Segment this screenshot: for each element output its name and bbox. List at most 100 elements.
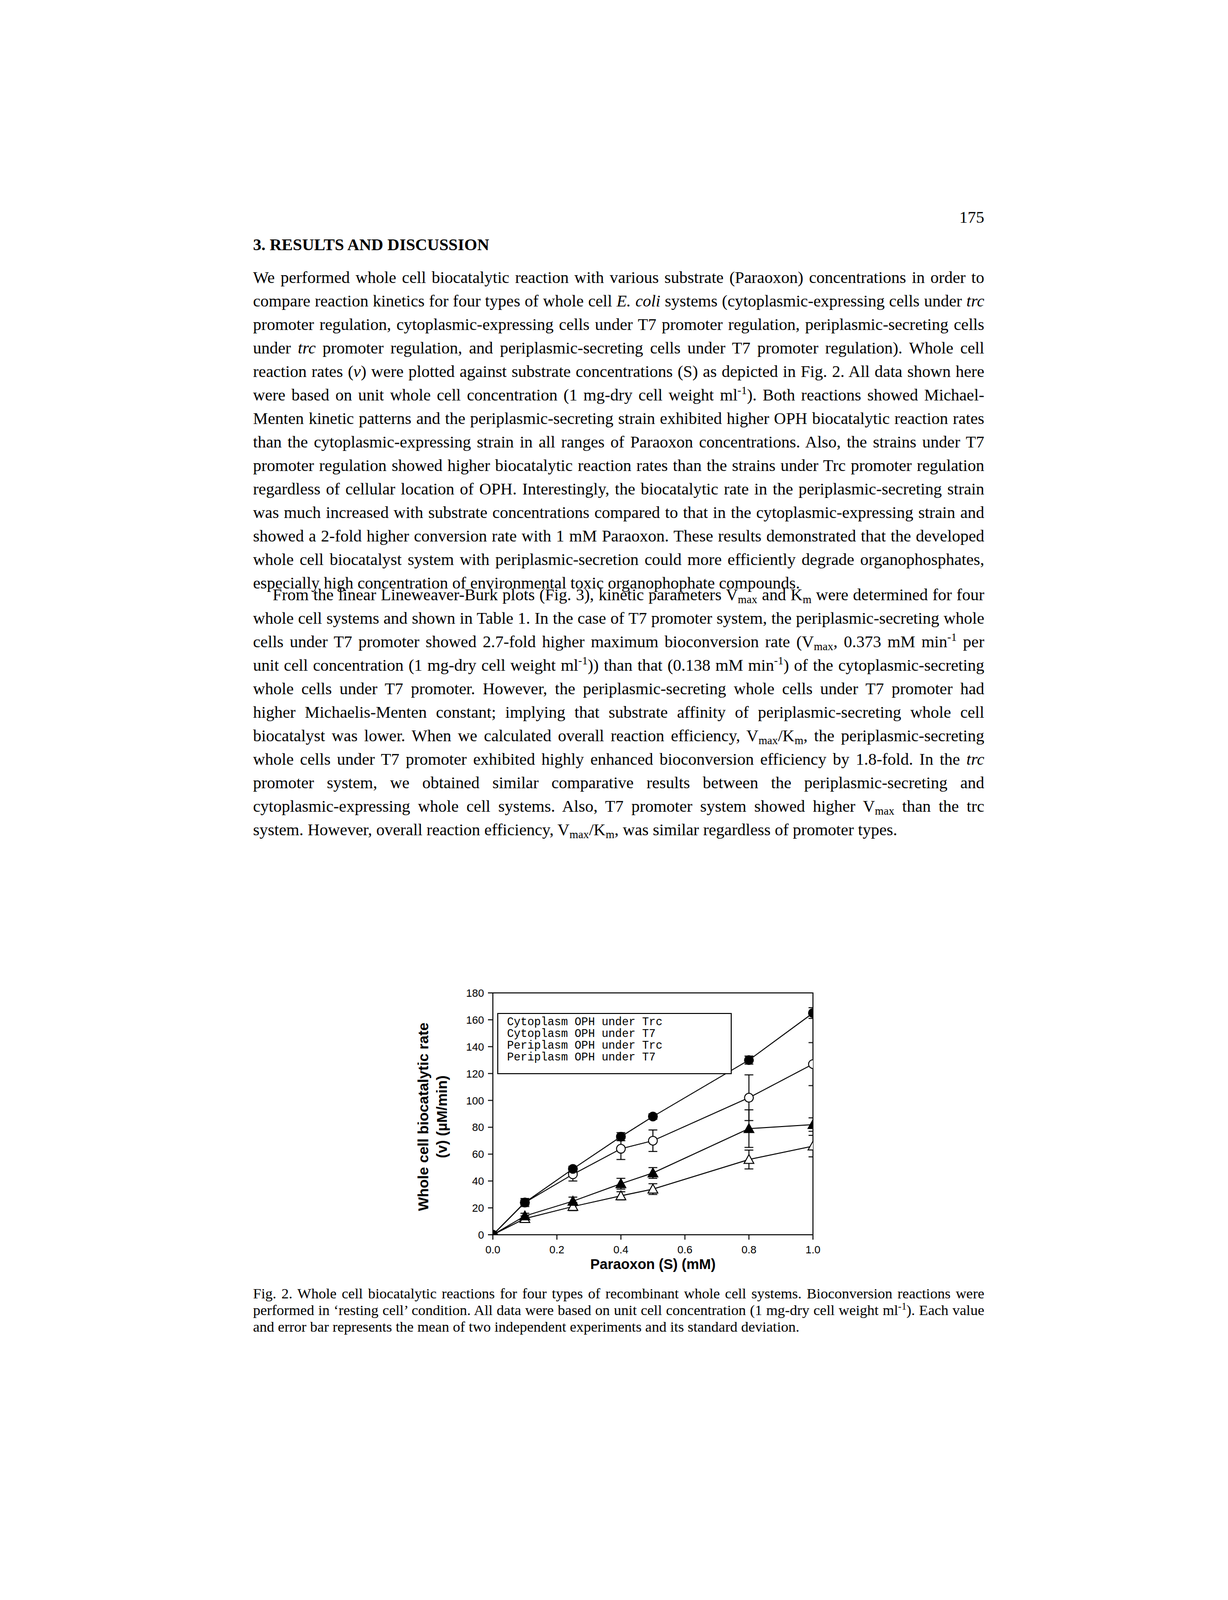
error-bar [648,1167,658,1179]
marker [744,1092,754,1102]
text-run: trc [298,338,317,357]
error-cap [808,1084,813,1086]
error-bar [616,1178,626,1189]
paragraph: From the linear Lineweaver-Burk plots (F… [253,582,985,842]
y-tick [487,1072,493,1074]
error-cap [808,1130,813,1132]
y-tick [487,992,493,994]
legend-box [497,1013,732,1074]
caption: Fig. 2. Whole cell biocatalytic reaction… [253,1284,985,1335]
plot-marks [492,1007,813,1235]
error-cap [616,1158,626,1160]
y-tick-label: 180 [465,986,485,999]
marker [519,1210,530,1220]
error-bar [648,1183,658,1195]
error-cap [808,1116,813,1118]
text-run: ). Both reactions showed Michael-Menten … [253,385,985,592]
marker [568,1195,579,1205]
error-bar [616,1132,626,1140]
error-cap [648,1129,658,1131]
error-cap [744,1109,754,1111]
error-bar [808,1042,813,1086]
series-line [492,1124,813,1235]
error-bar [808,1135,813,1157]
y-tick [487,1180,493,1182]
text-run: Fig. 2. Whole cell biocatalytic reaction… [253,1284,985,1318]
text-run: -1 [774,653,784,667]
text-run: E. coli [616,291,661,310]
x-tick-label: 1.0 [805,1243,821,1256]
series-line [492,1145,813,1235]
series-line [492,1012,813,1235]
error-bar [808,1007,813,1019]
error-bar [520,1198,530,1206]
marker [568,1164,578,1174]
x-tick-label: 0.2 [549,1243,565,1256]
text-run: /K [777,726,795,745]
marker [616,1178,626,1188]
text-run: and K [757,585,803,604]
error-bar [648,1129,658,1152]
y-tick [487,1153,493,1155]
paragraph: We performed whole cell biocatalytic rea… [253,265,985,595]
text-run: -1 [578,653,588,667]
marker [743,1123,754,1133]
marker [616,1132,626,1141]
text-run: systems (cytoplasmic-expressing cells un… [660,291,967,310]
error-cap [808,1006,813,1008]
text-run: promoter system, we obtained similar com… [253,773,985,815]
text-run: -1 [737,383,747,397]
text-run: max [569,827,590,841]
error-bar [744,1109,754,1148]
text-run: , 0.373 mM min [833,632,948,651]
marker [808,1059,813,1068]
y-tick-label: 20 [472,1201,485,1214]
y-tick [487,1233,493,1235]
x-tick [748,1234,750,1240]
y-tick-label: 0 [478,1228,485,1241]
y-tick-label: 160 [465,1013,485,1026]
x-tick-label: 0.8 [741,1243,757,1256]
legend-label: Cytoplasm OPH under T7 [507,1027,656,1041]
error-cap [808,1156,813,1158]
text-run: m [605,827,615,841]
text-run: -1 [898,1300,907,1312]
y-tick-label: 80 [472,1120,485,1134]
x-tick-label: 0.6 [677,1243,693,1256]
legend-label: Periplasm OPH under T7 [507,1050,656,1064]
text-run: )) than that (0.138 mM min [587,655,775,674]
plot-frame [492,992,813,1235]
x-tick [492,1234,494,1240]
y-label: Whole cell biocatalytic rate [415,1021,432,1211]
chart: 0204060801001201401601800.00.20.40.60.81… [0,0,1228,1600]
marker [744,1055,754,1065]
marker [743,1154,754,1163]
text-run: m [802,592,812,606]
error-cap [568,1180,578,1182]
y-tick-label: 60 [472,1147,485,1160]
marker [808,1119,813,1129]
y-tick-label: 40 [472,1174,485,1187]
marker [616,1190,626,1200]
x-tick-label: 0.0 [485,1243,501,1256]
error-cap [616,1188,626,1190]
error-cap [744,1168,754,1170]
marker [808,1140,813,1150]
text-run: trc [966,291,985,310]
x-tick [684,1234,686,1240]
error-cap [808,1134,813,1136]
marker [648,1183,658,1193]
text-run: max [738,592,758,606]
y-tick [487,1206,493,1208]
x-tick-label: 0.4 [613,1243,629,1256]
error-bar [744,1149,754,1169]
series-line [492,1063,813,1235]
y-tick-label: 120 [465,1067,485,1080]
error-cap [648,1150,658,1152]
y-tick-label: 100 [465,1094,485,1107]
error-cap [808,1042,813,1043]
marker [648,1111,658,1121]
marker [808,1008,813,1018]
text-run: max [813,639,834,653]
text-run: m [794,733,804,747]
